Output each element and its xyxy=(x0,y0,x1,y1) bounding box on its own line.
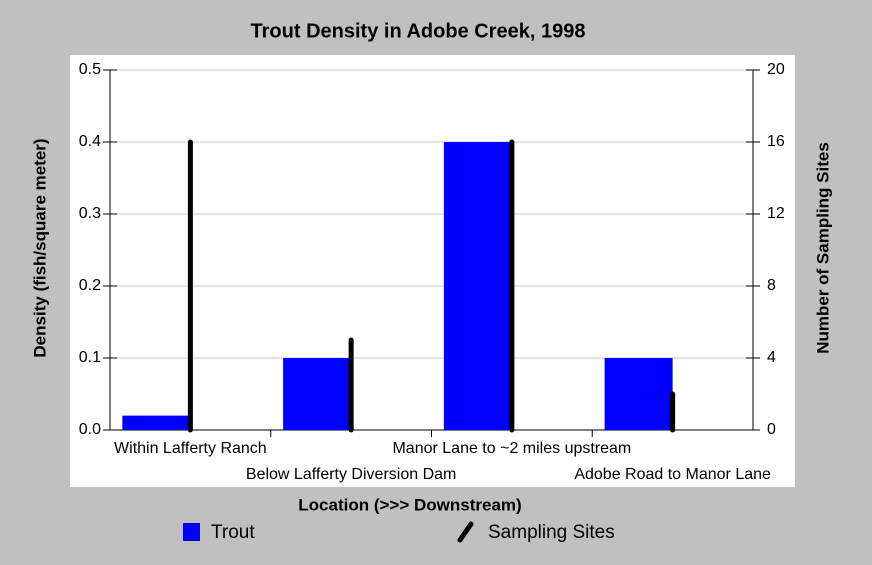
bar xyxy=(443,142,512,430)
x-tick-label: Below Lafferty Diversion Dam xyxy=(246,466,456,483)
bar xyxy=(604,358,673,430)
bar xyxy=(122,415,191,430)
y-tick-label: 0.0 xyxy=(79,421,101,438)
y2-tick-label: 8 xyxy=(767,277,776,294)
y2-tick-label: 0 xyxy=(767,421,776,438)
y-tick-label: 0.2 xyxy=(79,277,101,294)
y-axis-title: Density (fish/square meter) xyxy=(30,138,49,357)
y2-tick-label: 16 xyxy=(767,133,785,150)
legend-label: Sampling Sites xyxy=(488,522,615,543)
y-tick-label: 0.1 xyxy=(79,349,101,366)
y-tick-label: 0.4 xyxy=(79,133,101,150)
legend-label: Trout xyxy=(211,522,255,543)
bar xyxy=(283,358,352,430)
y-tick-label: 0.5 xyxy=(79,61,101,78)
legend-swatch xyxy=(457,521,474,543)
y2-tick-label: 4 xyxy=(767,349,776,366)
chart-title: Trout Density in Adobe Creek, 1998 xyxy=(251,20,586,42)
y2-tick-label: 12 xyxy=(767,205,785,222)
y2-axis-title: Number of Sampling Sites xyxy=(813,142,832,354)
y2-tick-label: 20 xyxy=(767,61,785,78)
x-tick-label: Within Lafferty Ranch xyxy=(114,440,267,457)
y-tick-label: 0.3 xyxy=(79,205,101,222)
legend-swatch xyxy=(183,523,200,541)
x-axis-title: Location (>>> Downstream) xyxy=(298,495,521,514)
x-tick-label: Manor Lane to ~2 miles upstream xyxy=(392,440,631,457)
x-tick-label: Adobe Road to Manor Lane xyxy=(574,466,771,483)
